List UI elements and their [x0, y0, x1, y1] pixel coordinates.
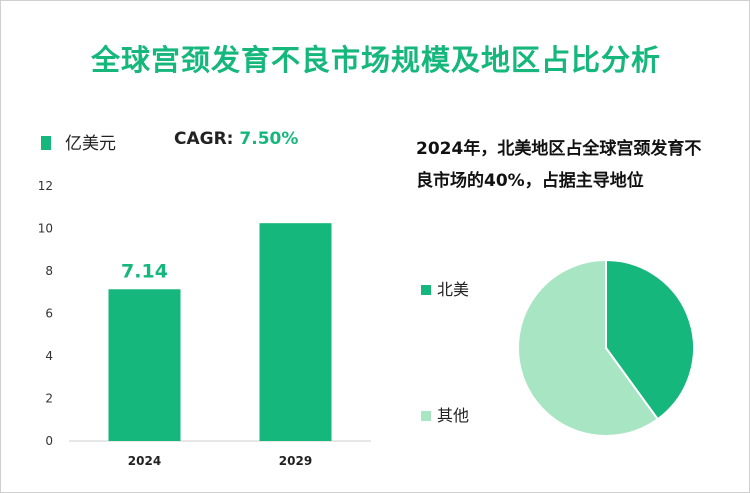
- cagr-value: 7.50%: [239, 129, 299, 149]
- x-tick-label: 2029: [279, 454, 312, 468]
- pie-legend-item-1: 北美: [421, 276, 469, 300]
- pie-slice: [605, 258, 695, 421]
- pie-legend-item-2: 其他: [421, 402, 469, 426]
- pie-legend-label: 北美: [437, 280, 470, 299]
- bar: [108, 289, 181, 441]
- y-tick-label: 12: [38, 179, 53, 193]
- bar: [259, 223, 332, 441]
- unit-label: 亿美元: [65, 134, 116, 154]
- pie-legend-label: 其他: [437, 406, 470, 425]
- pie-annotation: 2024年，北美地区占全球宫颈发育不良市场的40%，占据主导地位: [416, 139, 702, 191]
- bar-value-label: 7.14: [121, 260, 168, 282]
- cagr-text: CAGR: 7.50%: [174, 129, 298, 149]
- y-tick-label: 8: [45, 264, 53, 278]
- y-tick-label: 10: [38, 222, 53, 236]
- bar-chart: 0 2 4 6 8 10 12 2024 7.14 2029: [38, 179, 371, 468]
- y-tick-label: 2: [45, 392, 53, 406]
- legend-swatch: [41, 136, 51, 150]
- chart-title: 全球宫颈发育不良市场规模及地区占比分析: [90, 43, 661, 77]
- pie-legend-swatch: [421, 285, 431, 295]
- x-tick-label: 2024: [128, 454, 161, 468]
- pie-legend-swatch: [421, 411, 431, 421]
- bar-legend: 亿美元 CAGR: 7.50%: [41, 129, 298, 154]
- pie-chart: [517, 258, 695, 437]
- cagr-label: CAGR:: [174, 129, 240, 149]
- y-tick-label: 0: [45, 434, 53, 448]
- pie-slice: [517, 258, 660, 437]
- y-tick-label: 4: [45, 349, 53, 363]
- y-tick-label: 6: [45, 307, 53, 321]
